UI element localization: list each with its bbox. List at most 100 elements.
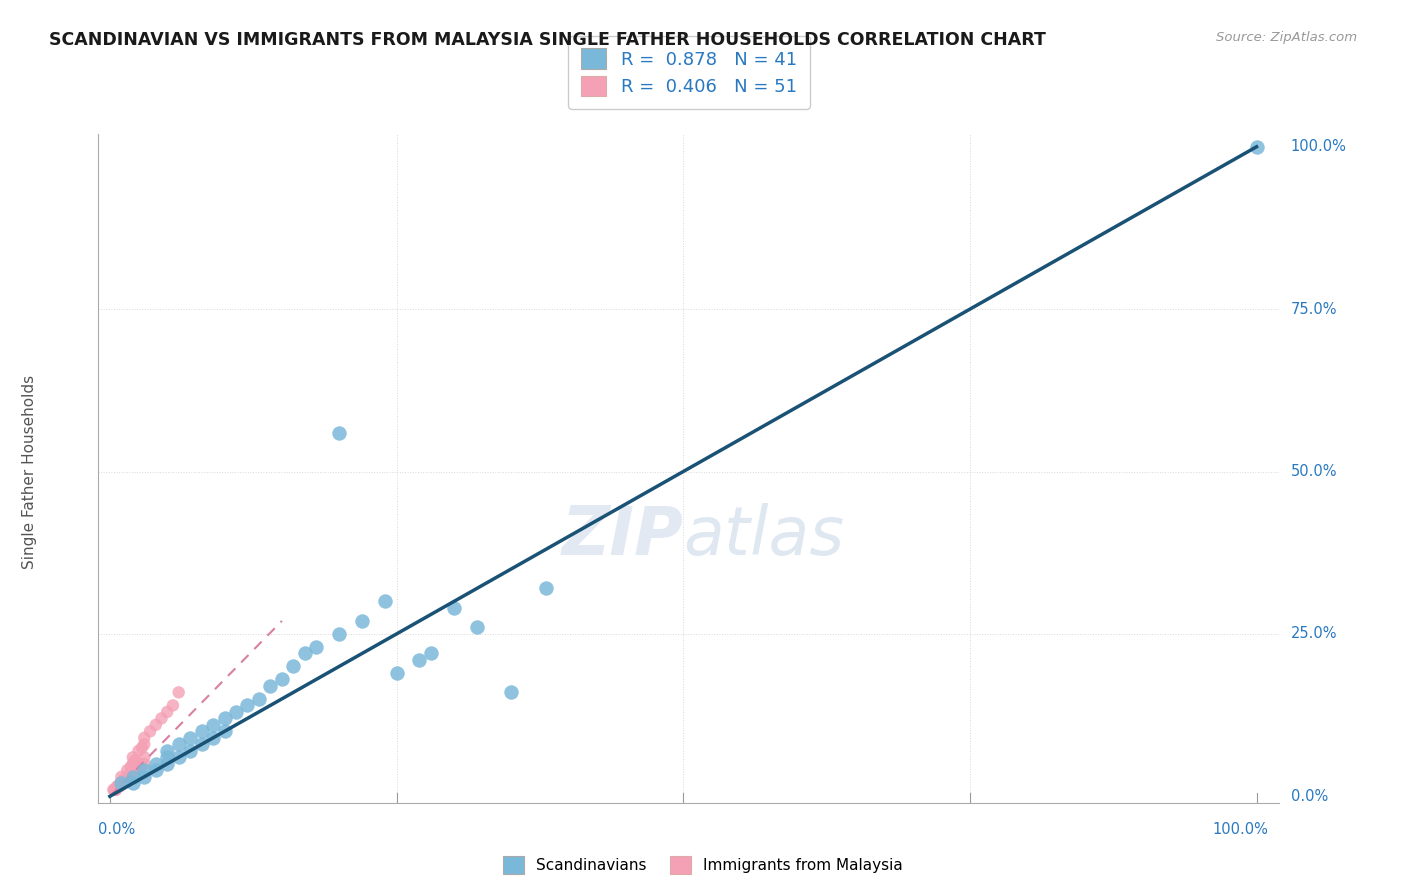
Scandinavians	[259, 679, 281, 693]
Immigrants from Malaysia	[156, 705, 179, 719]
Immigrants from Malaysia	[121, 750, 143, 764]
Scandinavians	[156, 756, 179, 771]
Scandinavians	[352, 614, 374, 628]
Scandinavians	[121, 776, 143, 790]
Scandinavians	[145, 764, 167, 778]
Scandinavians	[534, 582, 557, 596]
Immigrants from Malaysia	[104, 782, 127, 797]
Immigrants from Malaysia	[120, 766, 142, 780]
Immigrants from Malaysia	[167, 685, 190, 699]
Scandinavians	[247, 691, 270, 706]
Immigrants from Malaysia	[115, 770, 138, 784]
Immigrants from Malaysia	[112, 773, 135, 788]
Text: 100.0%: 100.0%	[1291, 139, 1347, 154]
Immigrants from Malaysia	[134, 731, 156, 745]
Immigrants from Malaysia	[124, 754, 146, 768]
Text: ZIP: ZIP	[561, 503, 683, 569]
Immigrants from Malaysia	[107, 780, 129, 794]
Immigrants from Malaysia	[117, 770, 139, 784]
Scandinavians	[420, 647, 443, 661]
Immigrants from Malaysia	[108, 780, 131, 794]
Scandinavians	[156, 744, 179, 758]
Scandinavians	[294, 647, 316, 661]
Immigrants from Malaysia	[104, 782, 127, 797]
Scandinavians	[145, 756, 167, 771]
Immigrants from Malaysia	[111, 776, 134, 790]
Scandinavians	[121, 770, 143, 784]
Scandinavians	[443, 601, 465, 615]
Text: SCANDINAVIAN VS IMMIGRANTS FROM MALAYSIA SINGLE FATHER HOUSEHOLDS CORRELATION CH: SCANDINAVIAN VS IMMIGRANTS FROM MALAYSIA…	[49, 31, 1046, 49]
Text: 75.0%: 75.0%	[1291, 301, 1337, 317]
Immigrants from Malaysia	[112, 773, 135, 788]
Text: 100.0%: 100.0%	[1212, 822, 1268, 838]
Immigrants from Malaysia	[121, 766, 143, 780]
Immigrants from Malaysia	[122, 764, 145, 778]
Text: 25.0%: 25.0%	[1291, 626, 1337, 641]
Immigrants from Malaysia	[115, 770, 138, 784]
Immigrants from Malaysia	[145, 718, 167, 732]
Immigrants from Malaysia	[115, 764, 138, 778]
Immigrants from Malaysia	[121, 766, 143, 780]
Scandinavians	[385, 665, 408, 680]
Scandinavians	[167, 737, 190, 751]
Scandinavians	[225, 705, 247, 719]
Scandinavians	[214, 724, 236, 739]
Immigrants from Malaysia	[121, 756, 143, 771]
Immigrants from Malaysia	[134, 750, 156, 764]
Immigrants from Malaysia	[150, 711, 173, 725]
Scandinavians	[110, 776, 132, 790]
Scandinavians	[202, 718, 225, 732]
Scandinavians	[270, 673, 292, 687]
Text: Source: ZipAtlas.com: Source: ZipAtlas.com	[1216, 31, 1357, 45]
Scandinavians	[328, 627, 350, 641]
Scandinavians	[202, 731, 225, 745]
Scandinavians	[283, 659, 305, 673]
Immigrants from Malaysia	[114, 773, 136, 788]
Immigrants from Malaysia	[125, 764, 148, 778]
Legend: R =  0.878   N = 41, R =  0.406   N = 51: R = 0.878 N = 41, R = 0.406 N = 51	[568, 36, 810, 109]
Immigrants from Malaysia	[128, 756, 150, 771]
Immigrants from Malaysia	[131, 740, 153, 755]
Immigrants from Malaysia	[103, 782, 125, 797]
Immigrants from Malaysia	[115, 770, 138, 784]
Scandinavians	[328, 425, 350, 440]
Text: atlas: atlas	[683, 503, 845, 569]
Immigrants from Malaysia	[134, 737, 156, 751]
Immigrants from Malaysia	[121, 764, 143, 778]
Scandinavians	[179, 744, 201, 758]
Scandinavians	[179, 731, 201, 745]
Scandinavians	[214, 711, 236, 725]
Immigrants from Malaysia	[108, 780, 131, 794]
Immigrants from Malaysia	[110, 776, 132, 790]
Immigrants from Malaysia	[124, 764, 146, 778]
Scandinavians	[167, 750, 190, 764]
Scandinavians	[134, 764, 156, 778]
Scandinavians	[156, 750, 179, 764]
Scandinavians	[190, 724, 212, 739]
Immigrants from Malaysia	[120, 760, 142, 774]
Scandinavians	[408, 653, 430, 667]
Scandinavians	[190, 737, 212, 751]
Scandinavians	[501, 685, 523, 699]
Scandinavians	[1246, 140, 1268, 154]
Scandinavians	[465, 620, 488, 634]
Immigrants from Malaysia	[103, 782, 125, 797]
Immigrants from Malaysia	[105, 780, 128, 794]
Immigrants from Malaysia	[118, 770, 141, 784]
Scandinavians	[134, 770, 156, 784]
Scandinavians	[236, 698, 259, 713]
Text: 0.0%: 0.0%	[98, 822, 135, 838]
Scandinavians	[374, 594, 396, 608]
Immigrants from Malaysia	[110, 770, 132, 784]
Immigrants from Malaysia	[108, 776, 131, 790]
Immigrants from Malaysia	[104, 782, 127, 797]
Text: Single Father Households: Single Father Households	[22, 375, 37, 568]
Immigrants from Malaysia	[110, 776, 132, 790]
Immigrants from Malaysia	[128, 744, 150, 758]
Immigrants from Malaysia	[128, 760, 150, 774]
Text: 50.0%: 50.0%	[1291, 464, 1337, 479]
Text: 0.0%: 0.0%	[1291, 789, 1329, 804]
Immigrants from Malaysia	[115, 773, 138, 788]
Immigrants from Malaysia	[162, 698, 184, 713]
Immigrants from Malaysia	[134, 756, 156, 771]
